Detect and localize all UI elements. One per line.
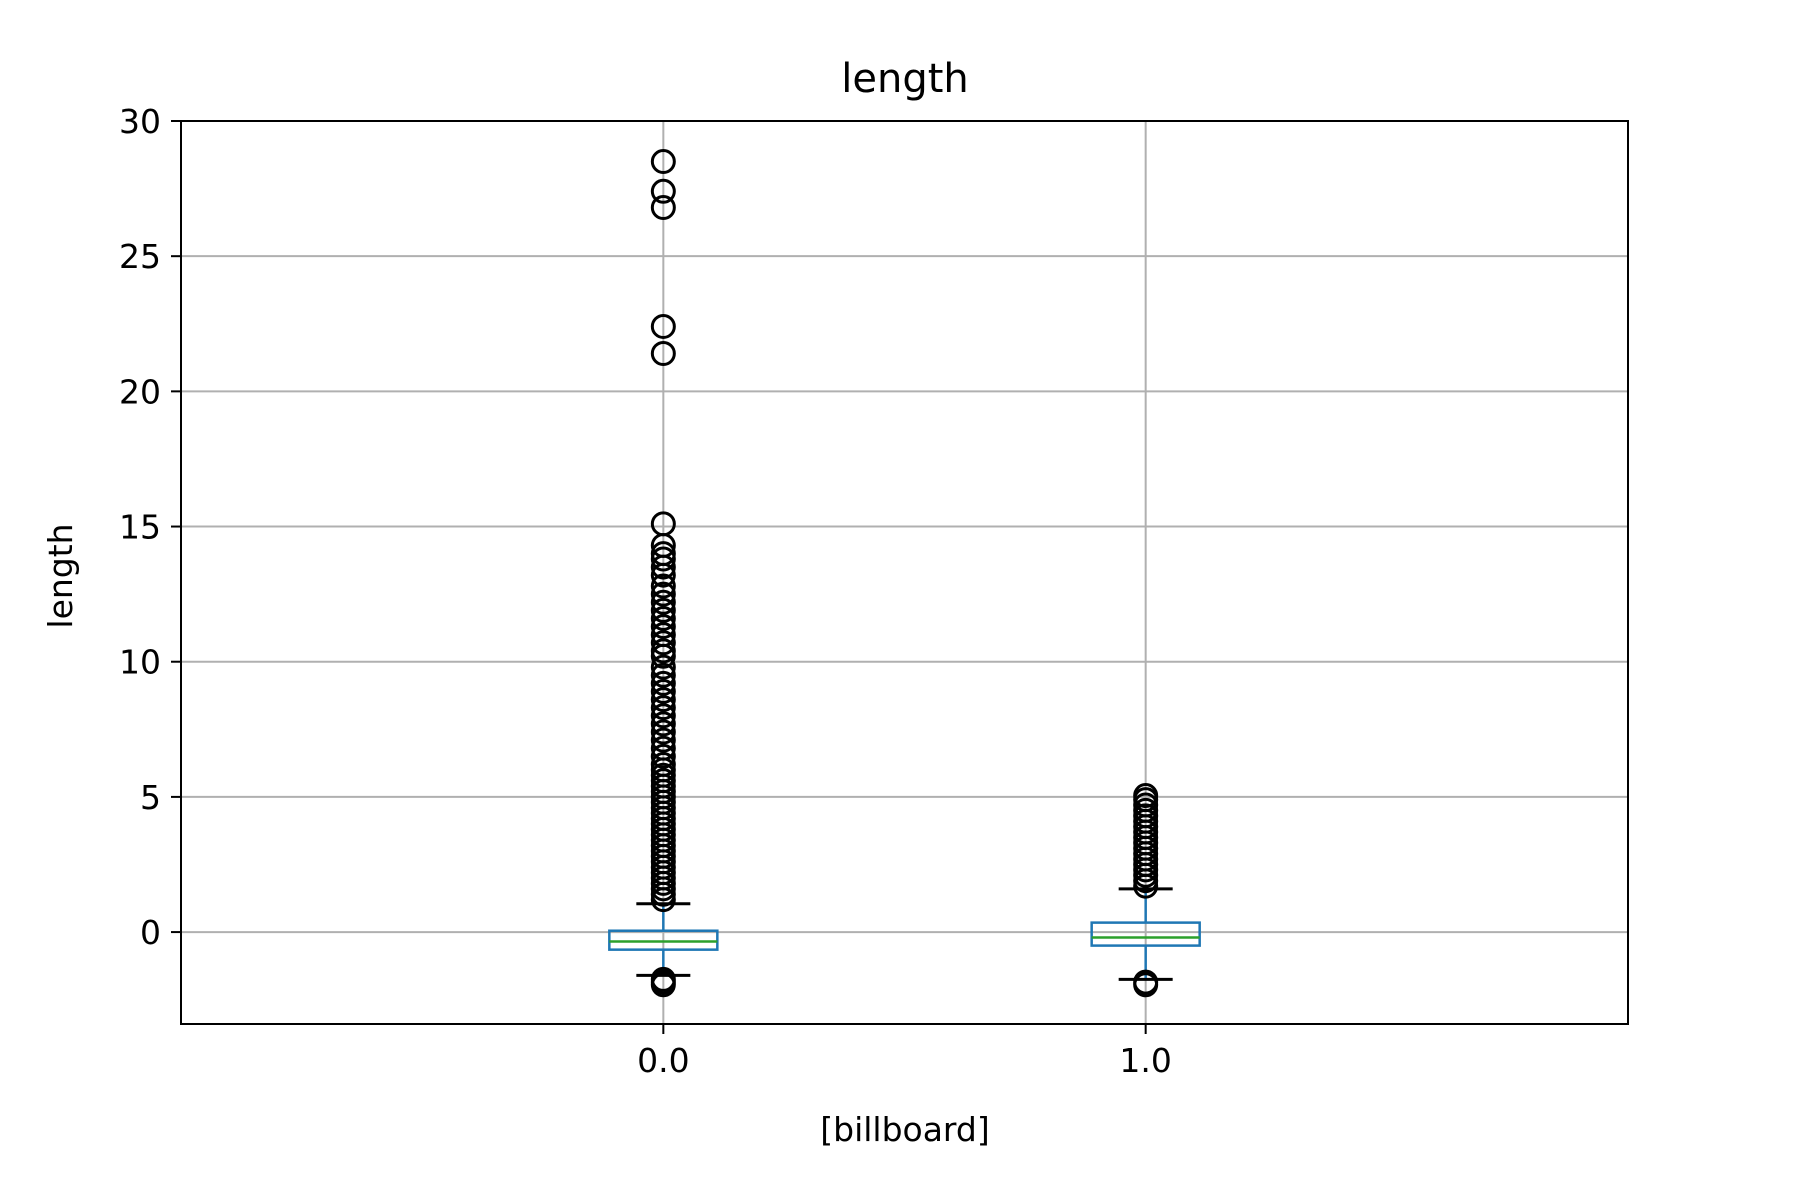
- outlier-point: [650, 195, 676, 221]
- outlier-point: [650, 541, 676, 567]
- x-axis-ticks: 0.0 1.0: [637, 1024, 1172, 1080]
- outlier-point: [650, 972, 676, 998]
- outlier-point: [650, 638, 676, 664]
- outlier-point: [650, 678, 676, 704]
- outlier-point: [650, 341, 676, 367]
- y-tick-label: 5: [140, 778, 161, 817]
- y-axis-ticks: 0 5 10 15 20 25 30: [119, 102, 181, 952]
- outlier-point: [650, 654, 676, 680]
- outlier-point: [650, 719, 676, 745]
- x-tick-label: 1.0: [1119, 1041, 1171, 1080]
- outlier-point: [650, 735, 676, 761]
- outlier-point: [650, 727, 676, 753]
- outlier-point: [650, 313, 676, 339]
- outlier-point: [650, 178, 676, 204]
- outlier-point: [650, 695, 676, 721]
- outlier-point: [650, 589, 676, 615]
- box-group-0.0: [608, 149, 719, 998]
- y-tick-label: 25: [119, 237, 161, 276]
- y-tick-label: 0: [140, 913, 161, 952]
- outlier-point: [650, 743, 676, 769]
- x-axis-label: [billboard]: [820, 1110, 990, 1149]
- outlier-point: [650, 662, 676, 688]
- outlier-point: [650, 511, 676, 537]
- outlier-point: [1133, 972, 1159, 998]
- y-tick-label: 10: [119, 643, 161, 682]
- outlier-point: [650, 670, 676, 696]
- y-tick-label: 30: [119, 102, 161, 141]
- x-tick-label: 0.0: [637, 1041, 689, 1080]
- outlier-point: [650, 622, 676, 648]
- outlier-point: [1133, 783, 1159, 809]
- box-plot-series: [608, 149, 1201, 998]
- box-iqr: [608, 929, 719, 951]
- y-tick-label: 20: [119, 372, 161, 411]
- y-axis-label: length: [41, 523, 80, 628]
- box-group-1.0: [1090, 783, 1201, 998]
- outlier-point: [650, 687, 676, 713]
- outlier-point: [650, 703, 676, 729]
- grid-lines: [181, 120, 1628, 1024]
- outlier-point: [650, 597, 676, 623]
- outlier-point: [650, 581, 676, 607]
- outlier-point: [650, 614, 676, 640]
- plot-area-frame: [180, 120, 1629, 1025]
- outlier-point: [650, 711, 676, 737]
- outlier-point: [650, 573, 676, 599]
- chart-title: length: [841, 56, 969, 102]
- y-tick-label: 15: [119, 508, 161, 547]
- outlier-point: [650, 605, 676, 631]
- box-iqr: [1090, 921, 1201, 947]
- outlier-point: [650, 630, 676, 656]
- outlier-point: [650, 751, 676, 777]
- outlier-point: [650, 149, 676, 175]
